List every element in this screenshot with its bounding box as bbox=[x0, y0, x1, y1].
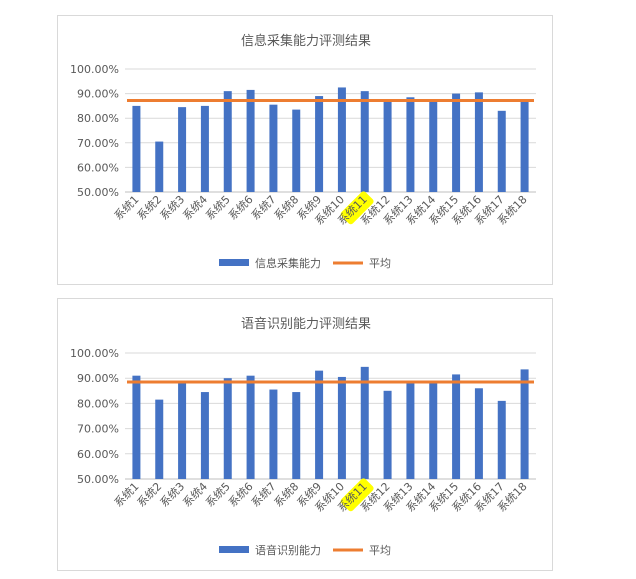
x-tick-label: 系统6 bbox=[226, 480, 256, 510]
bar bbox=[520, 99, 529, 192]
x-tick-label: 系统3 bbox=[158, 480, 188, 510]
legend-label: 信息采集能力 bbox=[255, 256, 321, 270]
y-tick-label: 100.00% bbox=[70, 63, 119, 76]
bar bbox=[132, 105, 141, 192]
highlight-marker bbox=[340, 191, 374, 225]
bar bbox=[292, 392, 301, 479]
x-tick-label: 系统4 bbox=[180, 480, 210, 510]
bar bbox=[200, 392, 209, 479]
y-tick-label: 100.00% bbox=[70, 347, 119, 360]
x-tick-label: 系统5 bbox=[203, 480, 233, 510]
bar bbox=[178, 107, 187, 192]
legend-label: 平均 bbox=[369, 544, 391, 557]
bar bbox=[360, 366, 369, 479]
x-tick-label: 系统4 bbox=[180, 193, 210, 223]
bar bbox=[337, 376, 346, 479]
chart-info-collection: 信息采集能力评测结果 100.00% 90.00% 80.00% 70.00% 60.0… bbox=[70, 33, 536, 270]
bar bbox=[383, 100, 392, 192]
bar bbox=[315, 370, 324, 479]
legend: 信息采集能力 平均 bbox=[219, 256, 391, 270]
y-tick-label: 50.00% bbox=[77, 186, 119, 199]
bar bbox=[246, 89, 255, 192]
bar bbox=[452, 374, 461, 479]
y-tick-label: 70.00% bbox=[77, 137, 119, 150]
y-tick-label: 90.00% bbox=[77, 372, 119, 385]
bar bbox=[337, 87, 346, 192]
chart-speech-recognition: 语音识别能力评测结果 100.00% 90.00% 80.00% 70.00% 60.0… bbox=[70, 316, 536, 557]
legend-swatch-bar bbox=[219, 259, 249, 266]
legend: 语音识别能力 平均 bbox=[219, 543, 391, 557]
chart-title: 信息采集能力评测结果 bbox=[241, 33, 371, 49]
x-tick-label: 系统7 bbox=[249, 480, 279, 510]
bar bbox=[406, 97, 415, 192]
legend-swatch-bar bbox=[219, 546, 249, 553]
x-tick-label: 系统8 bbox=[272, 480, 302, 510]
bar bbox=[223, 378, 232, 479]
y-tick-label: 90.00% bbox=[77, 88, 119, 101]
highlight-marker bbox=[340, 478, 374, 512]
bar bbox=[246, 375, 255, 479]
bar bbox=[155, 141, 164, 192]
bar bbox=[360, 91, 369, 192]
y-tick-label: 50.00% bbox=[77, 473, 119, 486]
bar bbox=[178, 383, 187, 479]
bar bbox=[474, 92, 483, 192]
bar bbox=[132, 375, 141, 479]
y-tick-label: 60.00% bbox=[77, 448, 119, 461]
bar bbox=[474, 388, 483, 479]
bar bbox=[155, 399, 164, 479]
x-tick-label: 系统5 bbox=[203, 193, 233, 223]
chart-panel-info-collection: 信息采集能力评测结果 100.00% 90.00% 80.00% 70.00% 60.0… bbox=[57, 15, 553, 285]
bar bbox=[406, 383, 415, 479]
bar bbox=[497, 110, 506, 192]
chart-title: 语音识别能力评测结果 bbox=[241, 316, 371, 332]
bar bbox=[497, 400, 506, 479]
bar bbox=[223, 91, 232, 192]
y-tick-label: 80.00% bbox=[77, 397, 119, 410]
chart-panel-speech-recognition: 语音识别能力评测结果 100.00% 90.00% 80.00% 70.00% 60.0… bbox=[57, 298, 553, 571]
bar bbox=[292, 109, 301, 192]
x-tick-label: 系统3 bbox=[158, 193, 188, 223]
bar bbox=[452, 93, 461, 192]
x-tick-label: 系统8 bbox=[272, 193, 302, 223]
bar bbox=[383, 390, 392, 479]
x-tick-label: 系统2 bbox=[135, 480, 165, 510]
bar bbox=[315, 96, 324, 192]
y-tick-label: 60.00% bbox=[77, 161, 119, 174]
bar bbox=[200, 105, 209, 192]
bar bbox=[269, 104, 278, 192]
x-tick-label: 系统6 bbox=[226, 193, 256, 223]
legend-label: 语音识别能力 bbox=[255, 543, 321, 557]
bar bbox=[520, 369, 529, 479]
y-tick-label: 70.00% bbox=[77, 423, 119, 436]
y-tick-label: 80.00% bbox=[77, 112, 119, 125]
x-tick-label: 系统2 bbox=[135, 193, 165, 223]
x-tick-label: 系统7 bbox=[249, 193, 279, 223]
bar bbox=[269, 389, 278, 479]
bar bbox=[429, 383, 438, 479]
legend-label: 平均 bbox=[369, 257, 391, 270]
plot-area: 100.00%90.00%80.00%70.00%60.00%50.00%系统1… bbox=[70, 347, 536, 557]
plot-area: 100.00%90.00%80.00%70.00%60.00%50.00%系统1… bbox=[70, 63, 536, 270]
bar bbox=[429, 100, 438, 192]
